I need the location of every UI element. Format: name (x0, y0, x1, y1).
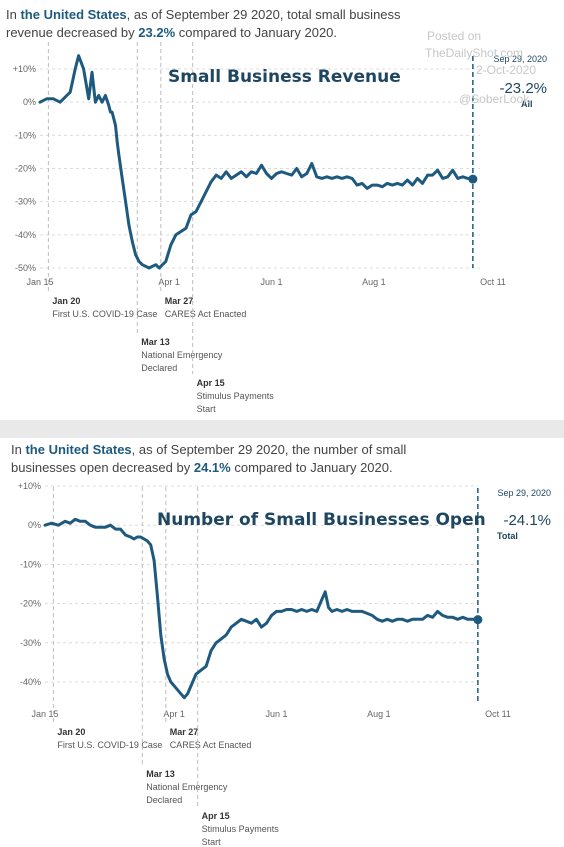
event-label: National Emergency (146, 782, 228, 792)
event-date: Mar 13 (146, 769, 175, 779)
series-line (43, 517, 480, 700)
y-tick-label: -20% (20, 599, 41, 609)
y-tick-label: -10% (20, 559, 41, 569)
businesses-intro: In the United States, as of September 29… (11, 442, 407, 475)
end-date-label: Sep 29, 2020 (497, 488, 551, 498)
y-tick-label: -20% (15, 164, 36, 174)
x-tick-label: Oct 11 (480, 277, 506, 287)
event-label: Declared (141, 363, 177, 373)
x-tick-label: Apr 1 (158, 277, 180, 287)
event-date: Mar 27 (170, 727, 199, 737)
event-label: First U.S. COVID-19 Case (57, 740, 162, 750)
y-tick-label: -40% (15, 230, 36, 240)
end-point (473, 615, 483, 625)
intro-place: the United States (20, 7, 127, 22)
watermark-site: TheDailyShot.com (425, 46, 524, 60)
event-date: Jan 20 (57, 727, 85, 737)
intro-pct: 23.2% (138, 25, 176, 40)
event-label: First U.S. COVID-19 Case (52, 309, 157, 319)
end-value-label: -24.1% (503, 512, 551, 529)
businesses-open-chart: +10% 0% -10% -20% -30% -40% Jan 15 Apr 1 Jun 1 Au… (18, 481, 551, 847)
y-tick-label: -40% (20, 677, 41, 687)
x-tick-label: Jan 15 (26, 277, 53, 287)
x-tick-label: Apr 1 (163, 709, 185, 719)
watermark-date: 2-Oct-2020 (476, 63, 537, 77)
revenue-intro: In the United States, as of September 29… (6, 7, 401, 40)
event-label: Stimulus Payments (202, 824, 280, 834)
revenue-chart: +10% 0% -10% -20% -30% -40% -50% Jan 15 Apr 1 Jun… (13, 42, 547, 414)
event-date: Apr 15 (197, 378, 225, 388)
end-series-label: All (521, 99, 533, 109)
event-label: Declared (146, 795, 182, 805)
businesses-open-panel: In the United States, as of September 29… (0, 438, 564, 847)
event-label: National Emergency (141, 350, 223, 360)
x-tick-label: Oct 11 (485, 709, 511, 719)
event-label: Stimulus Payments (197, 391, 275, 401)
event-label: CARES Act Enacted (165, 309, 247, 319)
event-date: Jan 20 (52, 296, 80, 306)
x-tick-label: Jun 1 (261, 277, 283, 287)
watermark-handle: @SoberLook (459, 92, 530, 106)
event-date: Apr 15 (202, 811, 230, 821)
end-series-label: Total (497, 531, 518, 541)
event-label: Start (202, 837, 222, 847)
y-tick-label: 0% (23, 97, 36, 107)
y-tick-label: -30% (20, 638, 41, 648)
y-tick-label: +10% (13, 64, 36, 74)
y-tick-label: -50% (15, 263, 36, 273)
y-tick-label: +10% (18, 481, 41, 491)
x-tick-label: Aug 1 (362, 277, 386, 287)
event-date: Mar 27 (165, 296, 194, 306)
end-point (468, 174, 478, 184)
x-tick-label: Aug 1 (367, 709, 391, 719)
panel-separator (0, 420, 564, 438)
x-tick-label: Jan 15 (31, 709, 58, 719)
event-label: Start (197, 404, 217, 414)
series-line (38, 54, 475, 270)
watermark-posted: Posted on (427, 29, 482, 43)
end-date-label: Sep 29, 2020 (493, 54, 547, 64)
revenue-panel: In the United States, as of September 29… (0, 0, 564, 420)
chart-title: Number of Small Businesses Open (157, 510, 486, 530)
end-value-label: -23.2% (499, 80, 547, 97)
y-tick-label: 0% (28, 520, 41, 530)
intro-pct: 24.1% (193, 460, 231, 475)
intro-place: the United States (25, 442, 132, 457)
x-tick-label: Jun 1 (266, 709, 288, 719)
y-tick-label: -30% (15, 197, 36, 207)
y-tick-label: -10% (15, 130, 36, 140)
event-date: Mar 13 (141, 337, 170, 347)
chart-title: Small Business Revenue (168, 67, 401, 87)
event-label: CARES Act Enacted (170, 740, 252, 750)
